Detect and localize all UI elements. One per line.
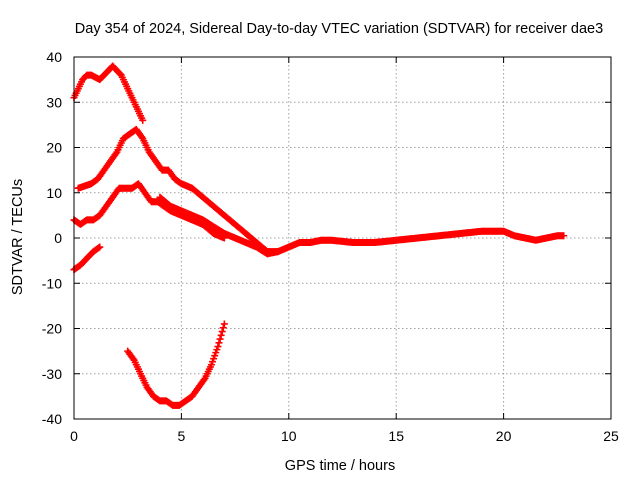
x-tick-label: 15 xyxy=(388,428,404,444)
data-point xyxy=(129,355,137,363)
x-tick-label: 10 xyxy=(281,428,297,444)
data-point xyxy=(215,339,223,347)
y-tick-label: 30 xyxy=(46,94,62,110)
y-tick-label: -20 xyxy=(42,321,62,337)
series-track-e xyxy=(124,320,228,409)
series-track-f xyxy=(156,193,568,258)
y-tick-label: -40 xyxy=(42,411,62,427)
axes: 0 5 10 15 20 25 -40 -30 -20 -10 0 10 20 30 40 xyxy=(42,49,619,444)
data-point xyxy=(219,324,227,332)
data-point xyxy=(214,343,222,351)
data-layer xyxy=(70,62,568,409)
data-point xyxy=(560,232,568,240)
y-tick-label: 20 xyxy=(46,140,62,156)
x-axis-label: GPS time / hours xyxy=(285,458,395,474)
y-axis-label: SDTVAR / TECUs xyxy=(10,179,26,295)
data-point xyxy=(216,335,224,343)
series-track-a xyxy=(70,62,147,124)
data-point xyxy=(138,133,146,141)
gridlines xyxy=(74,57,611,419)
data-point xyxy=(139,116,147,124)
x-tick-label: 5 xyxy=(178,428,186,444)
data-point xyxy=(96,243,104,251)
y-tick-label: -30 xyxy=(42,366,62,382)
x-tick-label: 25 xyxy=(603,428,619,444)
y-tick-label: -10 xyxy=(42,275,62,291)
data-point xyxy=(220,320,228,328)
x-tick-label: 0 xyxy=(70,428,78,444)
y-tick-label: 40 xyxy=(46,49,62,65)
plot-frame xyxy=(73,56,612,420)
data-point xyxy=(217,331,225,339)
data-point xyxy=(218,328,226,336)
x-tick-label: 20 xyxy=(496,428,512,444)
y-tick-label: 0 xyxy=(54,230,62,246)
y-tick-label: 10 xyxy=(46,185,62,201)
chart-title: Day 354 of 2024, Sidereal Day-to-day VTE… xyxy=(75,21,603,37)
data-point xyxy=(112,150,120,158)
data-point xyxy=(200,376,208,384)
